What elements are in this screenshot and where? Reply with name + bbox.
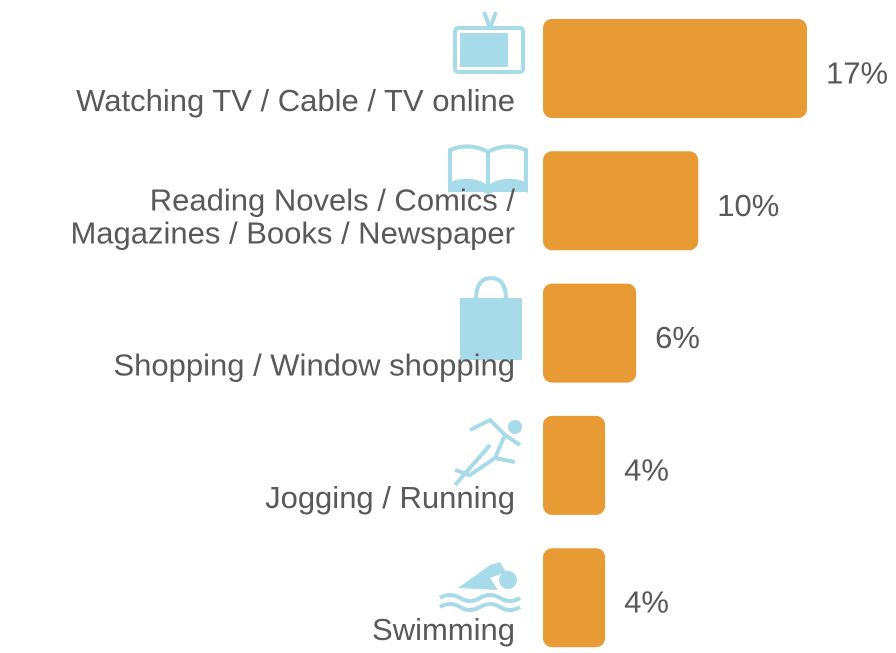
value-label: 4% xyxy=(624,585,669,620)
category-label: Watching TV / Cable / TV online xyxy=(76,83,515,118)
book-icon xyxy=(448,144,528,195)
bar xyxy=(543,151,699,251)
value-label: 4% xyxy=(624,452,669,487)
value-label: 17% xyxy=(826,56,888,91)
swimmer-icon xyxy=(438,562,522,612)
category-label: Reading Novels / Comics / Magazines / Boo… xyxy=(70,182,515,250)
category-label: Swimming xyxy=(372,612,515,647)
bar xyxy=(543,19,807,118)
tv-icon xyxy=(453,11,525,74)
bar xyxy=(543,415,606,515)
bar xyxy=(543,283,637,383)
runner-icon xyxy=(453,417,522,487)
category-label: Jogging / Running xyxy=(265,480,515,515)
category-label: Shopping / Window shopping xyxy=(113,348,515,383)
bag-icon xyxy=(460,275,522,360)
value-label: 10% xyxy=(717,188,779,223)
icons xyxy=(438,11,528,612)
value-label: 6% xyxy=(655,320,700,355)
bar xyxy=(543,548,606,648)
